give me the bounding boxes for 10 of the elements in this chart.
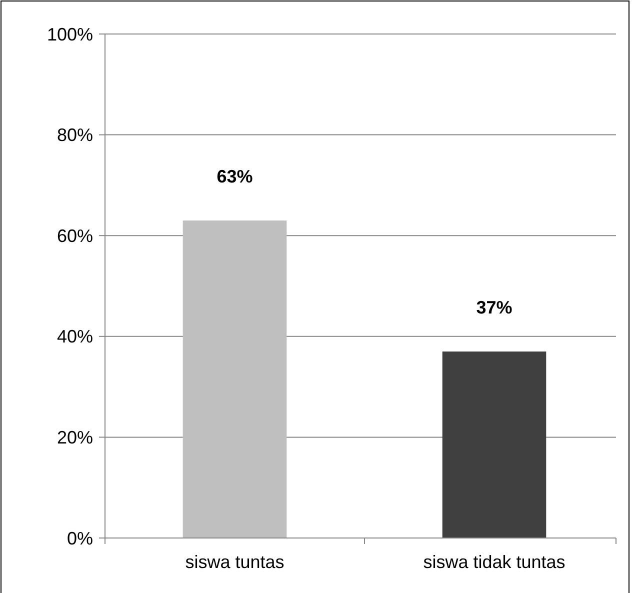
data-label: 63% xyxy=(216,166,253,186)
y-tick-label: 60% xyxy=(56,226,93,246)
x-tick-label: siswa tidak tuntas xyxy=(423,552,566,572)
y-tick-label: 20% xyxy=(56,428,93,448)
y-tick-label: 0% xyxy=(66,528,93,548)
y-tick-label: 100% xyxy=(46,24,93,44)
data-label: 37% xyxy=(476,298,512,318)
y-tick-label: 80% xyxy=(56,125,93,146)
x-tick-label: siswa tuntas xyxy=(185,552,284,572)
y-tick-label: 40% xyxy=(56,326,93,347)
